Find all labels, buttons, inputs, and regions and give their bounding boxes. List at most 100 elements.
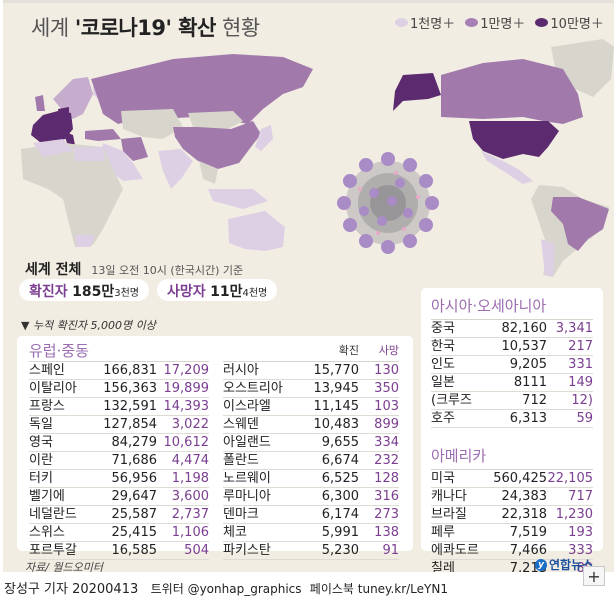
zoom-in-button[interactable]: + (583, 566, 605, 586)
cell-deaths: 316 (374, 489, 399, 504)
cell-confirmed: 6,313 (509, 411, 547, 426)
cell-deaths: 4,474 (171, 453, 209, 468)
cell-deaths: 899 (374, 417, 399, 432)
canada-shape (441, 59, 583, 124)
cell-name: 파키스탄 (223, 543, 271, 558)
cell-deaths: 59 (576, 411, 593, 426)
table-row: 러시아 15,770 130 (223, 362, 399, 380)
russia-shape (91, 54, 313, 124)
africa-shape (21, 143, 123, 247)
cell-deaths: 717 (568, 489, 593, 504)
cell-deaths: 10,612 (163, 435, 210, 450)
column-header: 확진 사망 (223, 340, 399, 362)
cell-confirmed: 127,854 (103, 417, 157, 432)
cell-name: 덴마크 (223, 507, 259, 522)
cell-confirmed: 22,318 (501, 507, 548, 522)
table-row: 독일 127,854 3,022 (29, 416, 209, 434)
cell-name: 루마니아 (223, 489, 271, 504)
cell-confirmed: 25,587 (111, 507, 158, 522)
europe-mideast-table: 유럽·중동 스페인 166,831 17,209 이탈리아 156,363 19,899 프… (17, 336, 413, 560)
cell-confirmed: 15,770 (313, 363, 360, 378)
cell-confirmed: 11,145 (313, 399, 360, 414)
cell-confirmed: 10,483 (313, 417, 360, 432)
cell-name: 페루 (431, 525, 455, 540)
cell-deaths: 14,393 (163, 399, 210, 414)
cell-confirmed: 82,160 (501, 321, 548, 336)
cell-name: 호주 (431, 411, 455, 426)
cell-deaths: 91 (382, 543, 399, 558)
cell-name: 스페인 (29, 363, 65, 378)
as-of-time: 13일 오전 10시 (한국시간) 기준 (91, 264, 244, 277)
australia-shape (228, 211, 285, 251)
cell-confirmed: 166,831 (103, 363, 157, 378)
cell-deaths: 232 (374, 453, 399, 468)
cell-name: 캐나다 (431, 489, 467, 504)
cell-name: 브라질 (431, 507, 467, 522)
cell-confirmed: 16,585 (111, 543, 158, 558)
cell-confirmed: 84,279 (111, 435, 158, 450)
table-row: 파키스탄 5,230 91 (223, 542, 399, 560)
cell-name: 벨기에 (29, 489, 65, 504)
cell-deaths: 217 (568, 339, 593, 354)
legend-item-1k: 1천명＋ (395, 13, 455, 32)
cell-confirmed: 71,686 (111, 453, 158, 468)
china-shape (173, 121, 261, 169)
europe-right-column: 확진 사망 러시아 15,770 130 오스트리아 13,945 350 이스라엘 11,1… (223, 340, 399, 560)
cell-confirmed: 29,647 (111, 489, 158, 504)
cell-confirmed: 712 (522, 393, 547, 408)
brazil-shape (551, 197, 609, 251)
cell-confirmed: 6,525 (321, 471, 359, 486)
table-row: 이란 71,686 4,474 (29, 452, 209, 470)
cell-confirmed: 5,991 (321, 525, 359, 540)
table-row: 브라질 22,318 1,230 (431, 506, 593, 524)
confirmed-total-pill: 확진자 185만3천명 (19, 279, 149, 301)
cell-name: 이탈리아 (29, 381, 77, 396)
cell-name: 칠레 (431, 561, 455, 572)
cell-deaths: 350 (374, 381, 399, 396)
table-row: 네덜란드 25,587 2,737 (29, 506, 209, 524)
table-row: 벨기에 29,647 3,600 (29, 488, 209, 506)
usa-shape (469, 121, 559, 159)
cell-name: 스위스 (29, 525, 65, 540)
table-row: 덴마크 6,174 273 (223, 506, 399, 524)
cell-deaths: 1,230 (555, 507, 593, 522)
deaths-total-pill: 사망자 11만4천명 (157, 279, 278, 301)
cell-name: 체코 (223, 525, 247, 540)
asia-americas-table: 아시아·오세아니아 중국 82,160 3,341 한국 10,537 217 인도 9,20… (421, 288, 603, 572)
cell-deaths: 3,600 (171, 489, 209, 504)
coronavirus-icon (337, 152, 439, 254)
table-row: 이탈리아 156,363 19,899 (29, 380, 209, 398)
greenland-shape (551, 39, 614, 97)
legend-item-10k: 1만명＋ (465, 13, 525, 32)
table-row: 스위스 25,415 1,106 (29, 524, 209, 542)
cell-name: 에콰도르 (431, 543, 479, 558)
table-row: 호주 6,313 59 (431, 410, 593, 428)
cell-name: 한국 (431, 339, 455, 354)
legend-dot-icon (465, 18, 479, 27)
cell-deaths: 3,022 (171, 417, 209, 432)
cell-name: 중국 (431, 321, 455, 336)
legend-item-100k: 10만명＋ (535, 13, 604, 32)
table-row: 체코 5,991 138 (223, 524, 399, 542)
legend-dot-icon (395, 18, 408, 27)
cell-confirmed: 24,383 (501, 489, 548, 504)
world-map (21, 39, 614, 277)
cell-deaths: 103 (374, 399, 399, 414)
table-row: 노르웨이 6,525 128 (223, 470, 399, 488)
cell-deaths: 17,209 (163, 363, 210, 378)
cell-name: 오스트리아 (223, 381, 283, 396)
cell-name: 미국 (431, 471, 455, 486)
world-total-heading: 세계 전체 13일 오전 10시 (한국시간) 기준 (25, 262, 244, 278)
cell-confirmed: 9,655 (321, 435, 359, 450)
infographic: 세계 '코로나19' 확산 현황 1천명＋ 1만명＋ 10만명＋ (3, 0, 614, 572)
cell-name: 프랑스 (29, 399, 65, 414)
table-row: 미국 560,425 22,105 (431, 470, 593, 488)
cell-confirmed: 7,466 (509, 543, 547, 558)
cell-deaths: 1,198 (171, 471, 209, 486)
table-row: 아일랜드 9,655 334 (223, 434, 399, 452)
cell-name: 폴란드 (223, 453, 259, 468)
table-row: 인도 9,205 331 (431, 356, 593, 374)
table-row: 터키 56,956 1,198 (29, 470, 209, 488)
table-row: 스웨덴 10,483 899 (223, 416, 399, 434)
cell-confirmed: 13,945 (313, 381, 360, 396)
